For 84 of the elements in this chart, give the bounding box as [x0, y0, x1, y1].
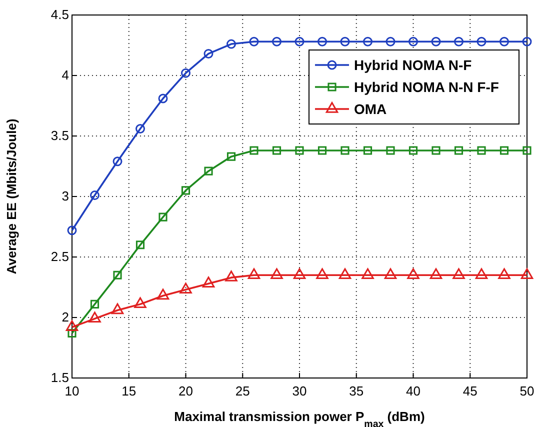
x-tick-label: 45 — [462, 383, 478, 398]
point — [294, 36, 304, 46]
x-tick-label: 20 — [178, 383, 193, 398]
x-tick-label: 15 — [122, 383, 136, 398]
point — [66, 320, 78, 332]
y-tick-label: 2 — [62, 310, 69, 325]
point — [113, 270, 122, 280]
point — [136, 240, 145, 250]
point — [111, 303, 124, 314]
point — [112, 156, 122, 166]
point — [88, 312, 101, 323]
point — [270, 268, 283, 279]
point — [477, 146, 486, 155]
x-tick-label: 30 — [292, 383, 307, 398]
legend-label: Hybrid NOMA N-F — [354, 57, 472, 73]
point — [158, 94, 168, 104]
point — [181, 68, 190, 78]
x-tick-label: 35 — [349, 383, 364, 398]
point — [136, 124, 145, 134]
y-tick-label: 3.5 — [50, 128, 69, 144]
point — [90, 300, 100, 308]
point — [407, 268, 420, 279]
point — [500, 146, 509, 155]
x-tick-label: 25 — [235, 383, 250, 398]
point — [340, 146, 350, 155]
point — [181, 186, 190, 195]
point — [250, 146, 258, 155]
point — [454, 146, 464, 155]
point — [522, 146, 532, 155]
point — [452, 268, 465, 279]
x-axis-title: Maximal transmission power P$_{max}$ (dBm) — [174, 409, 425, 427]
point — [318, 146, 327, 155]
point — [272, 146, 282, 155]
point — [249, 36, 259, 46]
x-tick-label: 40 — [406, 383, 420, 398]
y-axis-title: Average EE (Mbits/Joule) — [4, 118, 19, 274]
x-tick-label: 50 — [520, 383, 534, 398]
point — [90, 190, 100, 200]
point — [476, 36, 486, 46]
y-tick-label: 4 — [62, 68, 69, 83]
y-tick-label: 2.5 — [50, 249, 69, 264]
point — [295, 146, 304, 155]
legend-label: OMA — [354, 101, 387, 117]
y-tick-label: 4.5 — [50, 7, 69, 22]
point — [68, 328, 76, 338]
point — [363, 36, 372, 46]
point — [134, 297, 146, 308]
point — [430, 268, 442, 279]
point — [158, 212, 168, 222]
point — [272, 36, 282, 46]
point — [500, 36, 509, 46]
point — [498, 268, 510, 279]
point — [318, 36, 327, 46]
point — [226, 152, 236, 161]
point — [408, 36, 418, 46]
y-tick-label: 3 — [62, 188, 69, 204]
point — [431, 36, 441, 46]
point — [520, 268, 534, 279]
point — [202, 276, 215, 288]
point — [408, 146, 418, 155]
point — [362, 268, 374, 279]
point — [225, 270, 238, 282]
point — [340, 36, 350, 46]
legend-label: Hybrid NOMA N-N F-F — [354, 79, 500, 95]
point — [67, 226, 77, 236]
point — [432, 146, 440, 155]
point — [386, 36, 396, 46]
point — [363, 146, 372, 155]
point — [522, 36, 532, 46]
point — [226, 39, 236, 49]
x-tick-label: 10 — [64, 383, 80, 398]
point — [475, 268, 488, 279]
point — [248, 268, 260, 279]
point — [204, 48, 214, 58]
y-tick-label: 1.5 — [50, 370, 69, 386]
point — [384, 268, 397, 279]
point — [316, 268, 328, 279]
point — [386, 146, 395, 155]
point — [293, 268, 306, 279]
point — [180, 282, 192, 294]
point — [338, 268, 352, 279]
point — [204, 166, 213, 176]
point — [156, 288, 170, 300]
point — [454, 36, 464, 46]
